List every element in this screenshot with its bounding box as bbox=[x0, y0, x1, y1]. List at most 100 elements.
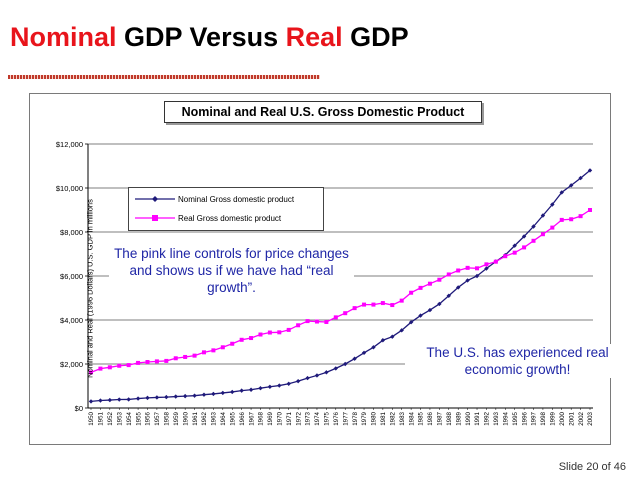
data-point-real bbox=[343, 311, 348, 316]
data-point-real bbox=[512, 250, 517, 255]
data-point-real bbox=[559, 217, 564, 222]
data-point-real bbox=[164, 358, 169, 363]
data-point-nominal bbox=[117, 397, 122, 402]
x-tick-label: 1954 bbox=[126, 411, 133, 425]
legend-item-real: Real Gross domestic product bbox=[135, 212, 281, 224]
data-point-nominal bbox=[343, 361, 348, 367]
x-tick-label: 1974 bbox=[314, 411, 321, 425]
x-tick-label: 2003 bbox=[587, 411, 594, 425]
x-tick-label: 1996 bbox=[521, 411, 528, 425]
data-point-real bbox=[89, 370, 93, 375]
x-tick-label: 1993 bbox=[493, 411, 500, 425]
x-tick-label: 1952 bbox=[107, 411, 114, 425]
y-tick-label: $2,000 bbox=[60, 360, 83, 369]
data-point-real bbox=[296, 323, 301, 328]
x-tick-label: 1967 bbox=[248, 411, 255, 425]
x-tick-label: 1975 bbox=[324, 411, 331, 425]
x-tick-label: 2002 bbox=[578, 411, 585, 425]
title-nominal-word: Nominal bbox=[10, 22, 117, 52]
data-point-nominal bbox=[437, 301, 442, 307]
chart-frame: $0 $2,000 $4,000 $6,000 $8,000 $10,000 $12,000… bbox=[29, 93, 630, 445]
legend-swatch-real bbox=[135, 215, 175, 221]
data-point-nominal bbox=[277, 383, 282, 388]
data-point-nominal bbox=[474, 273, 480, 279]
x-tick-label: 1951 bbox=[98, 411, 105, 425]
x-tick-label: 1955 bbox=[135, 411, 142, 425]
y-tick-label: $0 bbox=[75, 404, 83, 413]
data-point-real bbox=[211, 348, 216, 353]
data-point-real bbox=[126, 363, 131, 368]
data-point-real bbox=[550, 225, 555, 230]
x-tick-label: 1998 bbox=[540, 411, 547, 425]
y-tick-label: $12,000 bbox=[56, 140, 83, 149]
x-tick-label: 1963 bbox=[211, 411, 218, 425]
data-point-real bbox=[362, 302, 367, 307]
x-tick-label: 1987 bbox=[437, 411, 444, 425]
x-tick-label: 1992 bbox=[484, 411, 491, 425]
data-point-nominal bbox=[484, 266, 489, 271]
data-point-real bbox=[192, 353, 197, 358]
x-tick-label: 1966 bbox=[239, 411, 246, 425]
data-point-real bbox=[465, 265, 470, 270]
x-tick-label: 1959 bbox=[173, 411, 180, 425]
data-point-real bbox=[230, 341, 235, 346]
data-point-nominal bbox=[107, 397, 113, 403]
data-point-real bbox=[136, 360, 141, 365]
y-tick-label: $6,000 bbox=[60, 272, 83, 281]
data-point-nominal bbox=[220, 390, 226, 396]
x-tick-label: 1956 bbox=[145, 411, 152, 425]
callout-real-growth-explanation: The pink line controls for price changes… bbox=[109, 245, 354, 296]
data-point-real bbox=[249, 336, 254, 341]
data-point-nominal bbox=[380, 338, 386, 343]
data-point-nominal bbox=[333, 366, 338, 371]
x-tick-label: 1980 bbox=[371, 411, 378, 425]
data-point-nominal bbox=[408, 320, 414, 325]
data-point-real bbox=[437, 277, 442, 282]
y-tick-label: $10,000 bbox=[56, 184, 83, 193]
data-point-real bbox=[333, 315, 338, 320]
chart-title: Nominal and Real U.S. Gross Domestic Pro… bbox=[164, 101, 482, 123]
data-point-real bbox=[409, 290, 414, 295]
chart-legend: Nominal Gross domestic product Real Gros… bbox=[128, 187, 324, 231]
data-point-real bbox=[154, 359, 159, 364]
x-tick-label: 1986 bbox=[427, 411, 434, 425]
data-point-nominal bbox=[182, 393, 188, 399]
data-point-real bbox=[277, 330, 282, 335]
data-point-real bbox=[267, 330, 272, 335]
x-tick-label: 1999 bbox=[550, 411, 557, 425]
data-point-real bbox=[380, 301, 385, 306]
data-point-real bbox=[446, 272, 451, 277]
x-tick-label: 1953 bbox=[116, 411, 123, 425]
data-point-real bbox=[578, 214, 583, 219]
data-point-real bbox=[117, 363, 122, 368]
data-point-real bbox=[371, 302, 376, 307]
data-point-nominal bbox=[239, 388, 244, 393]
data-point-nominal bbox=[258, 386, 263, 391]
x-tick-label: 1973 bbox=[305, 411, 312, 425]
x-tick-label: 1950 bbox=[88, 411, 95, 425]
data-point-real bbox=[258, 332, 263, 337]
x-tick-label: 1960 bbox=[182, 411, 189, 425]
data-point-real bbox=[286, 327, 291, 332]
data-point-real bbox=[503, 254, 508, 259]
data-point-nominal bbox=[145, 395, 150, 401]
legend-item-nominal: Nominal Gross domestic product bbox=[135, 193, 294, 205]
data-point-nominal bbox=[587, 168, 593, 173]
y-axis-label: Nominal and Real (1996 Dollars) U.S. GDP… bbox=[85, 199, 95, 378]
data-point-nominal bbox=[352, 356, 357, 361]
data-point-real bbox=[456, 268, 461, 273]
x-tick-label: 1982 bbox=[389, 411, 396, 425]
data-point-real bbox=[220, 345, 225, 350]
y-tick-label: $4,000 bbox=[60, 316, 83, 325]
data-point-real bbox=[201, 350, 206, 355]
data-point-real bbox=[183, 354, 188, 359]
data-point-nominal bbox=[465, 278, 470, 283]
data-point-real bbox=[493, 259, 498, 264]
x-tick-label: 1989 bbox=[455, 411, 462, 425]
data-point-nominal bbox=[578, 175, 583, 181]
x-tick-label: 1957 bbox=[154, 411, 161, 425]
data-point-real bbox=[522, 245, 527, 250]
x-tick-label: 2000 bbox=[559, 411, 566, 425]
x-tick-label: 1961 bbox=[192, 411, 199, 425]
data-point-real bbox=[314, 319, 319, 324]
